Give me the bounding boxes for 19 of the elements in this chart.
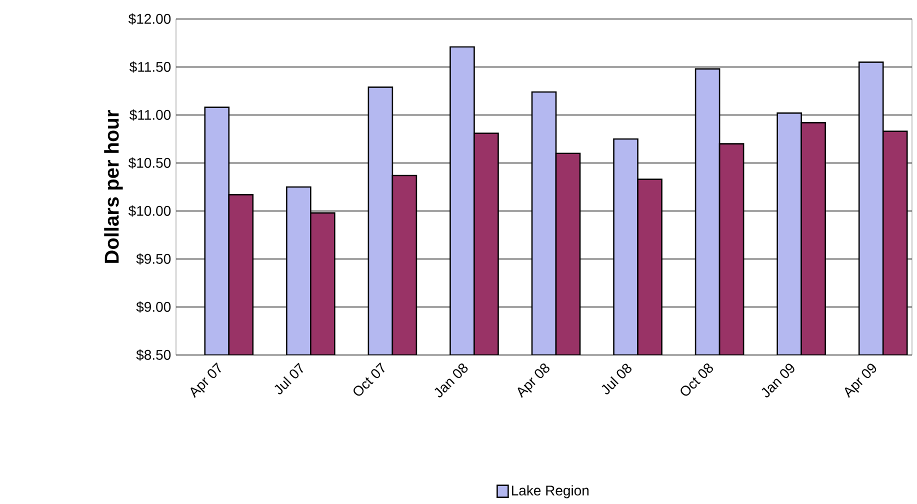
y-axis-title: Dollars per hour — [104, 110, 123, 263]
y-tick-label: $11.50 — [130, 61, 171, 73]
x-tick-label: Oct 08 — [680, 364, 714, 396]
x-tick-label: Oct 07 — [354, 362, 385, 396]
y-tick-label: $11.00 — [130, 109, 171, 121]
x-tick-label: Apr 07 — [190, 362, 221, 398]
x-tick-label: Jul 08 — [602, 364, 632, 394]
legend-label: Lake Region — [512, 485, 589, 498]
x-tick-label: Jul 07 — [274, 362, 303, 394]
x-tick-label: Apr 09 — [844, 364, 876, 398]
y-tick-label: $9.50 — [136, 253, 171, 265]
x-tick-label: Apr 08 — [518, 364, 550, 398]
y-tick-label: $10.50 — [128, 157, 171, 169]
x-tick-label: Jan 08 — [434, 364, 468, 398]
y-tick-label: $10.00 — [128, 205, 171, 217]
y-tick-label: $8.50 — [136, 349, 171, 361]
y-tick-label: $12.00 — [128, 13, 171, 25]
x-tick-label: Jan 09 — [762, 364, 794, 398]
y-tick-label: $9.00 — [136, 301, 171, 313]
